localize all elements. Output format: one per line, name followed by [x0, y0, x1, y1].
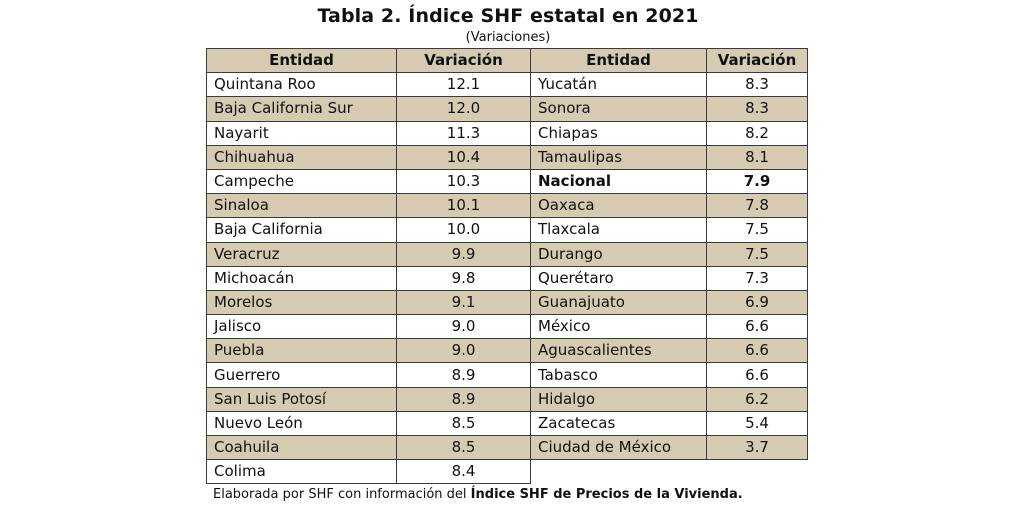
entidad-cell: Sinaloa	[206, 193, 397, 219]
entidad-cell: Jalisco	[206, 314, 397, 340]
empty-cell	[531, 460, 707, 484]
entidad-cell: Coahuila	[206, 434, 397, 461]
variacion-cell: 9.0	[396, 338, 531, 364]
variacion-cell: 6.6	[706, 338, 808, 364]
table-row: Chihuahua 10.4 Tamaulipas 8.1	[206, 144, 808, 170]
variacion-cell: 6.9	[706, 289, 808, 316]
table-row: Coahuila 8.5 Ciudad de México 3.7	[206, 434, 808, 461]
header-variacion-left: Variación	[396, 47, 531, 74]
table-row: Guerrero 8.9 Tabasco 6.6	[206, 362, 808, 388]
entidad-cell: Nuevo León	[206, 410, 397, 437]
entidad-cell: Zacatecas	[530, 410, 707, 437]
variacion-cell: 7.8	[706, 193, 808, 219]
table-row: Nayarit 11.3 Chiapas 8.2	[206, 120, 808, 146]
entidad-cell: Oaxaca	[530, 193, 707, 219]
table-row: Baja California Sur 12.0 Sonora 8.3	[206, 96, 808, 122]
variacion-cell: 8.2	[706, 120, 808, 146]
entidad-cell: Campeche	[206, 168, 397, 195]
entidad-cell: Puebla	[206, 338, 397, 364]
variacion-cell: 12.1	[396, 72, 531, 98]
variacion-cell: 9.0	[396, 314, 531, 340]
footnote-suffix: .	[737, 487, 743, 502]
table-row: San Luis Potosí 8.9 Hidalgo 6.2	[206, 386, 808, 412]
variacion-cell: 12.0	[396, 96, 531, 122]
footnote-prefix: Elaborada por SHF con información del	[213, 487, 471, 502]
variacion-cell: 8.9	[396, 386, 531, 412]
source-footnote: Elaborada por SHF con información del Ín…	[213, 487, 743, 502]
table-subtitle: (Variaciones)	[465, 30, 551, 45]
entidad-cell: Chiapas	[530, 120, 707, 146]
entidad-cell-nacional: Nacional	[530, 168, 707, 195]
variacion-cell: 8.5	[396, 434, 531, 461]
entidad-cell: Michoacán	[206, 265, 397, 291]
entidad-cell: México	[530, 314, 707, 340]
entidad-cell: Chihuahua	[206, 144, 397, 170]
entidad-cell: Tlaxcala	[530, 217, 707, 243]
variacion-cell: 7.5	[706, 217, 808, 243]
entidad-cell: Nayarit	[206, 120, 397, 146]
entidad-cell: Guanajuato	[530, 289, 707, 316]
header-row: Entidad Variación Entidad Variación	[206, 47, 808, 74]
table-title: Tabla 2. Índice SHF estatal en 2021	[317, 5, 699, 27]
variacion-cell: 5.4	[706, 410, 808, 437]
variacion-cell: 8.3	[706, 72, 808, 98]
entidad-cell: Morelos	[206, 289, 397, 316]
entidad-cell: Tabasco	[530, 362, 707, 388]
entidad-cell: Quintana Roo	[206, 72, 397, 98]
header-entidad-right: Entidad	[530, 47, 707, 74]
variacion-cell: 9.1	[396, 289, 531, 316]
variacion-cell-nacional: 7.9	[706, 168, 808, 195]
entidad-cell: Durango	[530, 241, 707, 267]
table-row: Campeche 10.3 Nacional 7.9	[206, 168, 808, 195]
variacion-cell: 8.1	[706, 144, 808, 170]
variacion-cell: 10.1	[396, 193, 531, 219]
variacion-cell: 9.9	[396, 241, 531, 267]
variacion-cell: 7.5	[706, 241, 808, 267]
variacion-cell: 11.3	[396, 120, 531, 146]
table-row: Veracruz 9.9 Durango 7.5	[206, 241, 808, 267]
variacion-cell: 6.2	[706, 386, 808, 412]
header-entidad-left: Entidad	[206, 47, 397, 74]
entidad-cell: Querétaro	[530, 265, 707, 291]
entidad-cell: Yucatán	[530, 72, 707, 98]
entidad-cell: Baja California Sur	[206, 96, 397, 122]
table-row: Puebla 9.0 Aguascalientes 6.6	[206, 338, 808, 364]
variacion-cell: 8.9	[396, 362, 531, 388]
entidad-cell: Baja California	[206, 217, 397, 243]
variacion-cell: 10.0	[396, 217, 531, 243]
variacion-cell: 8.3	[706, 96, 808, 122]
variacion-cell: 6.6	[706, 314, 808, 340]
variacion-cell: 8.4	[396, 459, 531, 485]
entidad-cell: Colima	[206, 459, 397, 485]
variacion-cell: 7.3	[706, 265, 808, 291]
entidad-cell: Tamaulipas	[530, 144, 707, 170]
variacion-cell: 10.3	[396, 168, 531, 195]
table-row: Baja California 10.0 Tlaxcala 7.5	[206, 217, 808, 243]
empty-cell	[707, 460, 808, 484]
variacion-cell: 8.5	[396, 410, 531, 437]
variacion-cell: 6.6	[706, 362, 808, 388]
entidad-cell: Veracruz	[206, 241, 397, 267]
table-row: Sinaloa 10.1 Oaxaca 7.8	[206, 193, 808, 219]
variacion-cell: 9.8	[396, 265, 531, 291]
entidad-cell: Guerrero	[206, 362, 397, 388]
entidad-cell: Aguascalientes	[530, 338, 707, 364]
table-row: Quintana Roo 12.1 Yucatán 8.3	[206, 72, 808, 98]
variacion-cell: 3.7	[706, 434, 808, 461]
variacion-cell: 10.4	[396, 144, 531, 170]
table-row: Nuevo León 8.5 Zacatecas 5.4	[206, 410, 808, 437]
table-row: Morelos 9.1 Guanajuato 6.9	[206, 289, 808, 316]
entidad-cell: Hidalgo	[530, 386, 707, 412]
entidad-cell: Sonora	[530, 96, 707, 122]
footnote-source: Índice SHF de Precios de la Vivienda	[470, 487, 738, 502]
table-row: Colima 8.4	[206, 459, 808, 485]
state-index-table: Entidad Variación Entidad Variación Quin…	[206, 47, 808, 485]
table-row: Michoacán 9.8 Querétaro 7.3	[206, 265, 808, 291]
table-row: Jalisco 9.0 México 6.6	[206, 314, 808, 340]
entidad-cell: San Luis Potosí	[206, 386, 397, 412]
header-variacion-right: Variación	[706, 47, 808, 74]
entidad-cell: Ciudad de México	[530, 434, 707, 461]
